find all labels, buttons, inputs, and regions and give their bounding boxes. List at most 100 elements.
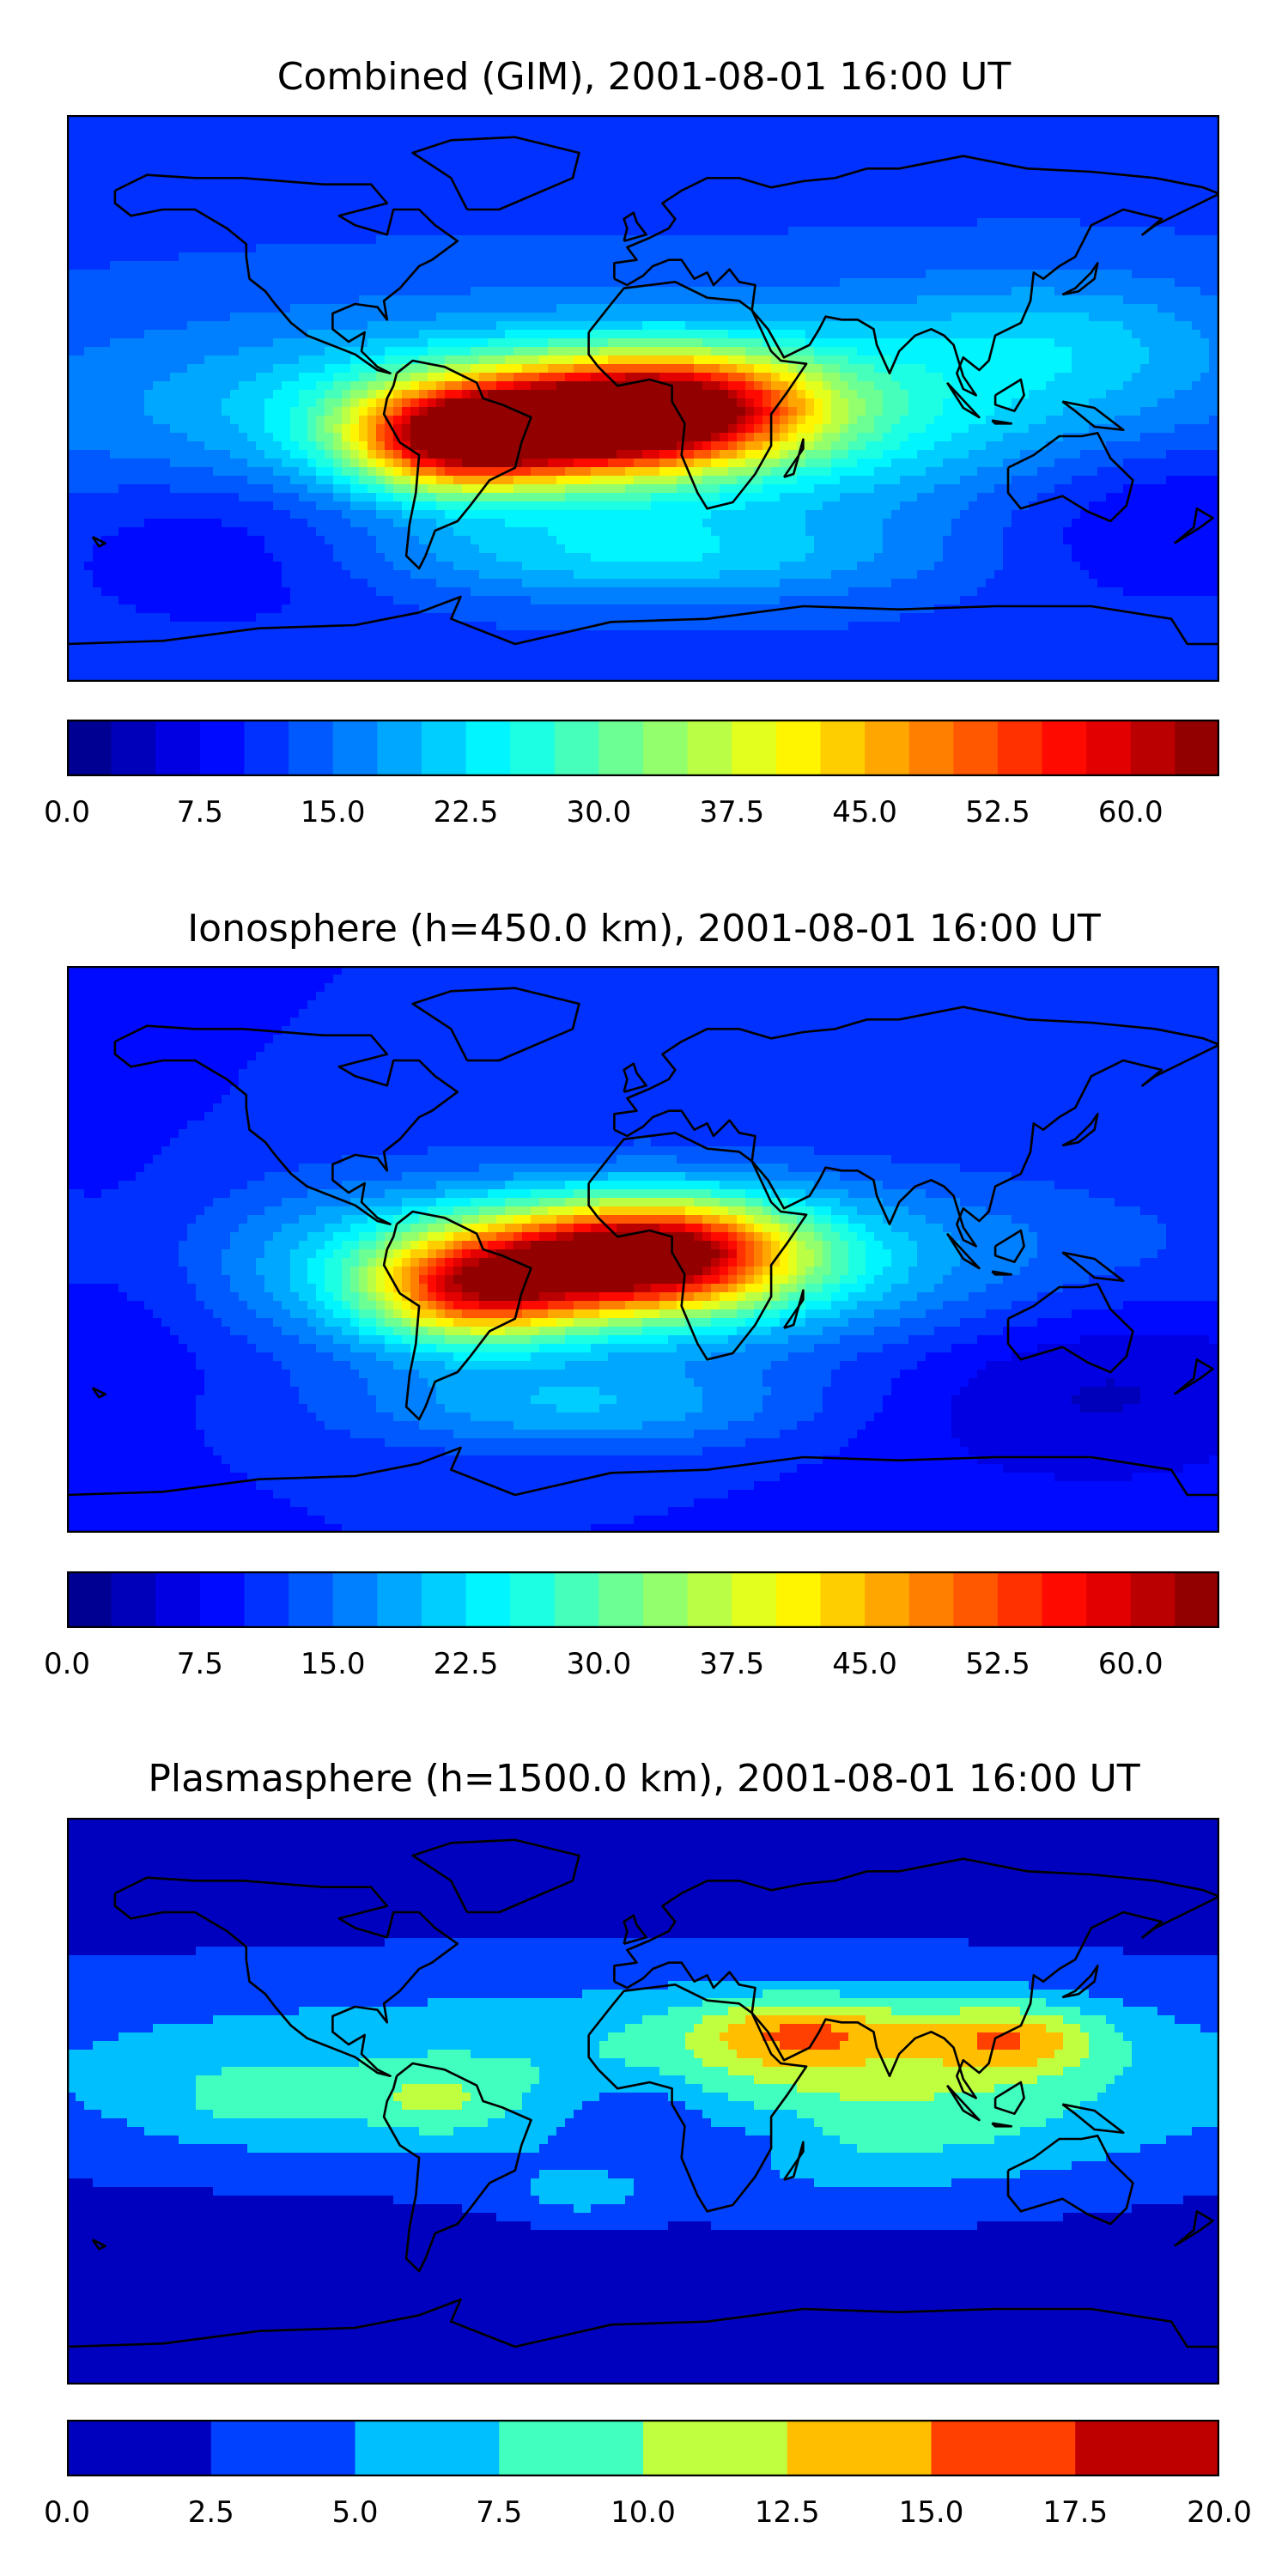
heatmap-cell bbox=[1012, 295, 1021, 305]
heatmap-cell bbox=[187, 424, 197, 434]
heatmap-cell bbox=[926, 270, 935, 279]
heatmap-cell bbox=[840, 218, 849, 228]
heatmap-cell bbox=[814, 210, 823, 219]
heatmap-cell bbox=[153, 270, 162, 279]
heatmap-cell bbox=[891, 192, 901, 202]
heatmap-cell bbox=[264, 278, 274, 288]
heatmap-cell bbox=[67, 313, 76, 322]
heatmap-cell bbox=[531, 313, 540, 322]
heatmap-cell bbox=[848, 227, 858, 236]
heatmap-cell bbox=[677, 338, 686, 348]
heatmap-cell bbox=[187, 218, 197, 228]
heatmap-cell bbox=[883, 424, 892, 434]
heatmap-cell bbox=[453, 252, 463, 262]
heatmap-cell bbox=[805, 270, 815, 279]
heatmap-cell bbox=[307, 347, 317, 356]
heatmap-cell bbox=[634, 416, 643, 425]
heatmap-cell bbox=[436, 416, 446, 425]
heatmap-cell bbox=[144, 321, 154, 331]
heatmap-cell bbox=[118, 416, 128, 425]
heatmap-cell bbox=[556, 270, 566, 279]
heatmap-cell bbox=[1157, 313, 1167, 322]
heatmap-cell bbox=[840, 175, 849, 185]
heatmap-cell bbox=[385, 227, 394, 236]
heatmap-cell bbox=[788, 192, 798, 202]
heatmap-cell bbox=[479, 416, 489, 425]
heatmap-cell bbox=[548, 416, 557, 425]
heatmap-cell bbox=[410, 184, 420, 193]
heatmap-cell bbox=[462, 355, 471, 365]
heatmap-cell bbox=[101, 149, 111, 159]
heatmap-cell bbox=[754, 416, 763, 425]
heatmap-cell bbox=[677, 132, 686, 142]
heatmap-cell bbox=[513, 330, 523, 339]
heatmap-cell bbox=[471, 175, 480, 185]
heatmap-cell bbox=[565, 364, 574, 374]
heatmap-cell bbox=[333, 141, 343, 150]
heatmap-cell bbox=[230, 364, 240, 374]
heatmap-cell bbox=[539, 407, 549, 416]
heatmap-cell bbox=[582, 347, 592, 356]
heatmap-cell bbox=[926, 141, 935, 150]
heatmap-cell bbox=[273, 270, 283, 279]
heatmap-cell bbox=[1175, 381, 1184, 391]
heatmap-cell bbox=[1089, 407, 1098, 416]
heatmap-cell bbox=[565, 252, 574, 262]
heatmap-cell bbox=[1029, 201, 1038, 210]
heatmap-cell bbox=[76, 184, 85, 193]
heatmap-cell bbox=[565, 416, 574, 425]
heatmap-cell bbox=[196, 304, 205, 313]
heatmap-cell bbox=[436, 381, 446, 391]
heatmap-cell bbox=[359, 261, 368, 270]
heatmap-cell bbox=[402, 424, 411, 434]
heatmap-cell bbox=[479, 210, 489, 219]
heatmap-cell bbox=[239, 261, 248, 270]
heatmap-cell bbox=[745, 321, 755, 331]
heatmap-cell bbox=[453, 218, 463, 228]
heatmap-cell bbox=[264, 141, 274, 150]
heatmap-cell bbox=[883, 407, 892, 416]
heatmap-cell bbox=[1072, 424, 1081, 434]
heatmap-cell bbox=[1063, 158, 1072, 167]
heatmap-cell bbox=[462, 115, 471, 125]
heatmap-cell bbox=[539, 149, 549, 159]
heatmap-cell bbox=[110, 287, 119, 296]
heatmap-cell bbox=[1209, 227, 1218, 236]
heatmap-cell bbox=[230, 270, 240, 279]
heatmap-cell bbox=[479, 270, 489, 279]
heatmap-cell bbox=[866, 270, 875, 279]
heatmap-cell bbox=[187, 381, 197, 391]
heatmap-cell bbox=[934, 244, 944, 253]
heatmap-cell bbox=[428, 287, 437, 296]
heatmap-cell bbox=[866, 184, 875, 193]
heatmap-cell bbox=[127, 270, 137, 279]
heatmap-cell bbox=[548, 398, 557, 408]
heatmap-cell bbox=[788, 295, 798, 305]
heatmap-cell bbox=[488, 184, 497, 193]
heatmap-cell bbox=[471, 304, 480, 313]
heatmap-cell bbox=[848, 321, 858, 331]
heatmap-cell bbox=[376, 132, 386, 142]
heatmap-cell bbox=[1106, 407, 1115, 416]
heatmap-cell bbox=[617, 141, 626, 150]
heatmap-cell bbox=[187, 227, 197, 236]
heatmap-cell bbox=[608, 244, 617, 253]
heatmap-cell bbox=[762, 252, 772, 262]
heatmap-cell bbox=[986, 192, 995, 202]
heatmap-cell bbox=[642, 132, 652, 142]
heatmap-cell bbox=[1020, 149, 1030, 159]
heatmap-cell bbox=[1200, 141, 1210, 150]
heatmap-cell bbox=[299, 313, 308, 322]
heatmap-cell bbox=[531, 270, 540, 279]
heatmap-cell bbox=[1209, 132, 1218, 142]
heatmap-cell bbox=[505, 407, 514, 416]
heatmap-cell bbox=[230, 115, 240, 125]
heatmap-cell bbox=[127, 424, 137, 434]
heatmap-cell bbox=[900, 252, 909, 262]
heatmap-cell bbox=[127, 235, 137, 245]
heatmap-cell bbox=[977, 141, 987, 150]
heatmap-cell bbox=[204, 364, 214, 374]
heatmap-cell bbox=[582, 167, 592, 176]
heatmap-cell bbox=[1020, 304, 1030, 313]
heatmap-cell bbox=[196, 167, 205, 176]
